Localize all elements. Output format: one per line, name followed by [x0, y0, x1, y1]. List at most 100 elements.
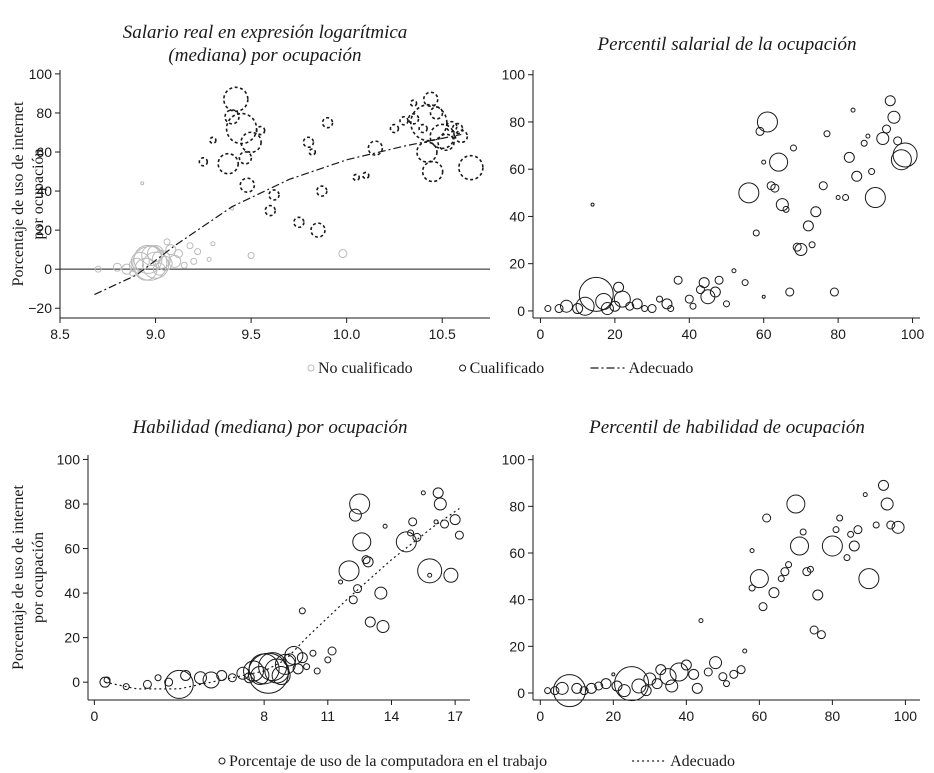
x-tick-label: 40	[681, 326, 697, 342]
data-point	[741, 279, 749, 287]
series-1	[99, 487, 464, 699]
data-point	[298, 607, 306, 615]
data-point	[761, 159, 767, 165]
chart-panel-4: Percentil de habilidad de ocupación 0 20 40…	[502, 417, 920, 724]
data-point	[376, 620, 390, 633]
y-tick-label: 80	[36, 105, 52, 121]
y-tick-label: 60	[509, 545, 525, 561]
data-point	[352, 173, 361, 182]
data-point	[164, 669, 194, 699]
legend-label: Adecuado	[629, 360, 694, 377]
y-axis-label: Porcentaje de uso de internet	[10, 101, 27, 286]
data-point	[112, 262, 122, 272]
x-tick-label: 0	[536, 708, 544, 724]
data-point	[595, 292, 613, 310]
data-point	[321, 116, 334, 129]
y-tick-label: 60	[509, 161, 525, 177]
data-point	[792, 242, 802, 252]
data-point	[239, 177, 256, 194]
data-point	[443, 567, 459, 583]
legend-label: Cualificado	[470, 360, 545, 377]
data-point	[884, 95, 896, 107]
data-point	[611, 680, 623, 692]
data-point	[877, 479, 889, 491]
x-tick-label: 0	[90, 708, 98, 724]
data-point	[367, 140, 384, 156]
data-point	[559, 299, 573, 313]
data-point	[338, 249, 348, 259]
data-point	[886, 520, 896, 530]
legend-marker-circle	[307, 364, 315, 372]
data-point	[382, 523, 388, 529]
data-point	[835, 195, 841, 201]
y-tick-label: 80	[509, 498, 525, 514]
x-tick-label: 40	[679, 708, 695, 724]
data-point	[164, 677, 174, 687]
series-1	[94, 181, 348, 281]
data-point	[555, 681, 569, 695]
data-point	[133, 244, 163, 274]
chart-title-2: Percentil salarial de la ocupación	[597, 34, 857, 55]
data-point	[843, 554, 851, 562]
data-point	[789, 144, 797, 152]
data-point	[729, 669, 739, 679]
data-point	[698, 277, 710, 289]
data-point	[736, 665, 746, 675]
data-point	[613, 290, 631, 308]
data-point	[186, 242, 194, 250]
y-tick-label: 80	[64, 496, 80, 512]
data-point	[141, 245, 163, 267]
x-tick-label: 0	[537, 326, 545, 342]
data-point	[142, 679, 152, 689]
data-point	[151, 249, 171, 269]
data-point	[327, 646, 337, 656]
data-point	[742, 648, 748, 654]
data-point	[236, 666, 250, 680]
data-point	[785, 561, 793, 569]
data-point	[433, 519, 439, 525]
data-point	[364, 616, 376, 628]
x-tick-label: 10.5	[429, 326, 456, 342]
data-point	[600, 678, 612, 690]
data-point	[553, 674, 587, 708]
data-point	[180, 261, 188, 269]
data-point	[361, 171, 370, 180]
data-point	[165, 244, 177, 256]
data-point	[780, 567, 790, 577]
data-point	[816, 630, 826, 640]
data-point	[842, 194, 850, 202]
data-point	[864, 187, 886, 209]
data-point	[121, 263, 133, 275]
data-point	[193, 671, 207, 685]
data-point	[865, 133, 871, 139]
data-point	[806, 565, 814, 573]
fit-line	[94, 133, 462, 296]
data-point	[862, 492, 868, 498]
data-point	[338, 579, 344, 585]
data-point	[802, 220, 814, 232]
data-point	[858, 568, 880, 590]
data-point	[762, 513, 772, 523]
data-point	[264, 204, 277, 217]
y-tick-label: 40	[64, 585, 80, 601]
data-point	[848, 540, 860, 552]
data-point	[782, 205, 790, 213]
data-point	[882, 124, 892, 134]
data-point	[887, 110, 901, 124]
data-point	[749, 569, 769, 589]
data-point	[283, 653, 297, 667]
y-tick-label: 20	[509, 638, 525, 654]
data-point	[790, 536, 810, 556]
data-point	[258, 652, 288, 682]
data-point	[353, 584, 363, 594]
data-point	[812, 589, 824, 601]
y-tick-label: 40	[36, 183, 52, 199]
data-point	[818, 181, 828, 191]
x-tick-label: 9.0	[146, 326, 166, 342]
data-point	[433, 497, 447, 511]
data-point	[829, 287, 839, 297]
data-point	[223, 86, 249, 113]
data-point	[809, 625, 819, 635]
data-point	[641, 305, 649, 313]
data-point	[748, 584, 756, 592]
